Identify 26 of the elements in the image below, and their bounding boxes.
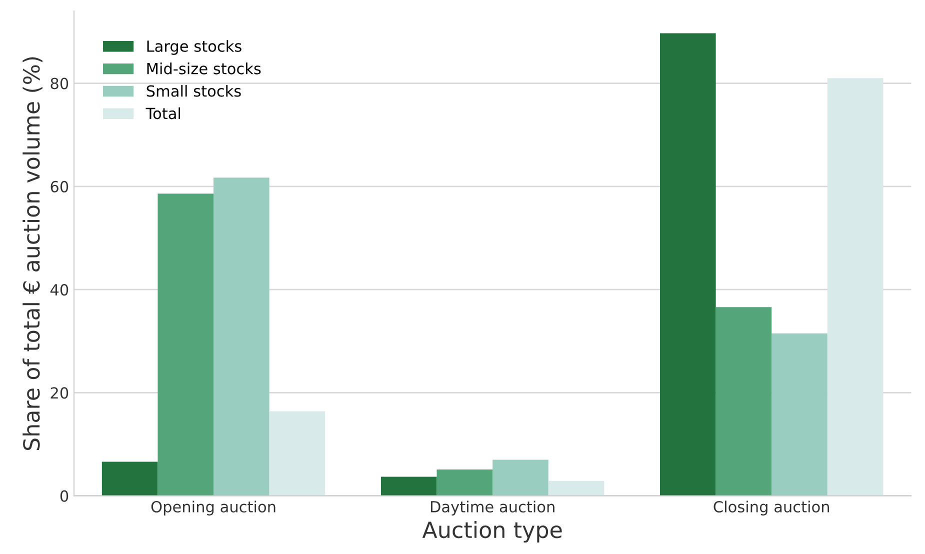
x-tick-label: Opening auction: [151, 500, 276, 516]
bar: [269, 411, 326, 496]
bar: [548, 480, 604, 496]
bar: [492, 460, 548, 496]
bar: [772, 333, 828, 496]
legend-label: Mid-size stocks: [147, 62, 261, 74]
y-tick-label: 80: [50, 78, 68, 90]
bar: [214, 178, 270, 496]
x-axis-title: Auction type: [422, 521, 562, 543]
y-tick-label: 0: [60, 490, 68, 502]
y-tick-label: 40: [50, 284, 68, 296]
x-tick-label: Closing auction: [714, 500, 830, 516]
y-tick-label: 20: [50, 387, 68, 399]
y-tick-label: 60: [50, 180, 68, 192]
legend-label: Large stocks: [147, 40, 242, 55]
bar: [436, 470, 493, 496]
bar: [660, 33, 716, 496]
bar: [158, 194, 214, 496]
bar: [827, 78, 884, 496]
legend-label: Small stocks: [146, 84, 241, 97]
bar: [380, 476, 437, 496]
bar: [102, 462, 158, 496]
legend-label: Total: [146, 107, 180, 120]
y-axis-title: Share of total € auction volume (%): [22, 57, 42, 450]
bar: [716, 307, 772, 496]
x-tick-label: Daytime auction: [430, 500, 554, 516]
